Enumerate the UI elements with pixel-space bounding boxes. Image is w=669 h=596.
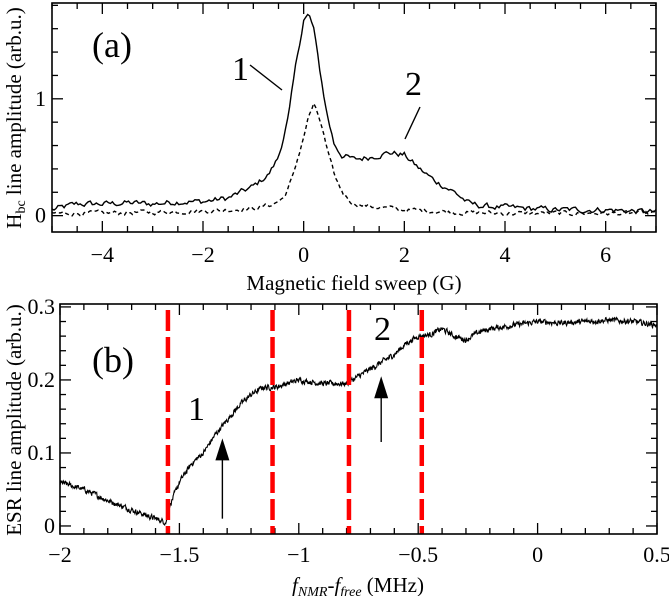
- x-tick-label: 0: [298, 242, 309, 267]
- annotation-b1-label: 1: [188, 391, 205, 428]
- x-tick-label: −4: [91, 242, 114, 267]
- panel-b-label: (b): [92, 340, 134, 380]
- arrow-up-icon: [374, 376, 389, 399]
- panel-a-label: (a): [92, 25, 132, 65]
- y-tick-label: 0.1: [28, 440, 56, 465]
- dashed-series-line: [51, 101, 657, 217]
- y-title-sub: bc: [14, 200, 29, 213]
- x-tick-label: −0.5: [398, 542, 438, 567]
- annotation-2-pointer: [404, 106, 421, 140]
- annotation-1-pointer: [249, 64, 283, 91]
- x-tick-label: 0.5: [643, 542, 669, 567]
- panel-a-ticks: −4 −2 0 2 4 6 0 1: [35, 3, 657, 267]
- x-title-sub2: free: [340, 585, 361, 596]
- x-tick-label: −1: [287, 542, 310, 567]
- panel-b-series: [59, 316, 658, 527]
- annotation-b2-label: 2: [374, 311, 391, 348]
- panel-a-series: [51, 13, 657, 217]
- x-title-f1: f: [292, 573, 301, 596]
- solid-series-line: [59, 316, 658, 527]
- panel-a-frame: [51, 2, 657, 233]
- y-title-rest: line amplitude (arb.u.): [2, 7, 26, 200]
- annotation-1-label: 1: [232, 51, 249, 88]
- y-tick-label: 0.3: [28, 294, 56, 319]
- x-tick-label: −2: [191, 242, 214, 267]
- y-tick-label: 0: [35, 203, 46, 228]
- x-title-sub1: NMR: [297, 585, 328, 596]
- panel-b-ticks: −2 −1.5 −1 −0.5 0 0.5 0 0.1 0.2 0.3: [28, 294, 669, 567]
- panel-b-arrows: [215, 376, 389, 519]
- panel-a-y-axis-title: Hbc line amplitude (arb.u.): [2, 7, 29, 228]
- panel-b-y-axis-title: ESR line amplitude (arb.u.): [2, 304, 26, 536]
- y-tick-label: 1: [35, 86, 46, 111]
- annotation-2-label: 2: [405, 66, 422, 103]
- solid-series-line: [51, 13, 657, 215]
- x-tick-label: 0: [532, 542, 543, 567]
- y-tick-label: 0: [44, 513, 55, 538]
- panel-a-x-axis-title: Magnetic field sweep (G): [246, 271, 461, 295]
- x-title-dash: -: [327, 573, 334, 596]
- panel-a: −4 −2 0 2 4 6 0 1 (a) 1 2 Magnetic field sweep …: [2, 2, 657, 295]
- panel-b: −2 −1.5 −1 −0.5 0 0.500.10.20.3 (b) 1 2 fNMR-…: [2, 294, 669, 596]
- x-title-f2: f: [334, 573, 343, 596]
- y-title-main: H: [2, 214, 26, 229]
- x-tick-label: 2: [399, 242, 410, 267]
- x-tick-label: 6: [600, 242, 611, 267]
- panel-b-x-axis-title: fNMR-ffree (MHz): [292, 573, 424, 596]
- x-tick-label: −2: [48, 542, 71, 567]
- x-tick-label: −1.5: [159, 542, 199, 567]
- x-tick-label: 4: [500, 242, 511, 267]
- arrow-up-icon: [215, 438, 230, 461]
- y-tick-label: 0.2: [28, 367, 56, 392]
- panel-b-vlines: [165, 310, 425, 534]
- panel-b-frame: [59, 303, 658, 535]
- x-title-unit: (MHz): [362, 573, 424, 596]
